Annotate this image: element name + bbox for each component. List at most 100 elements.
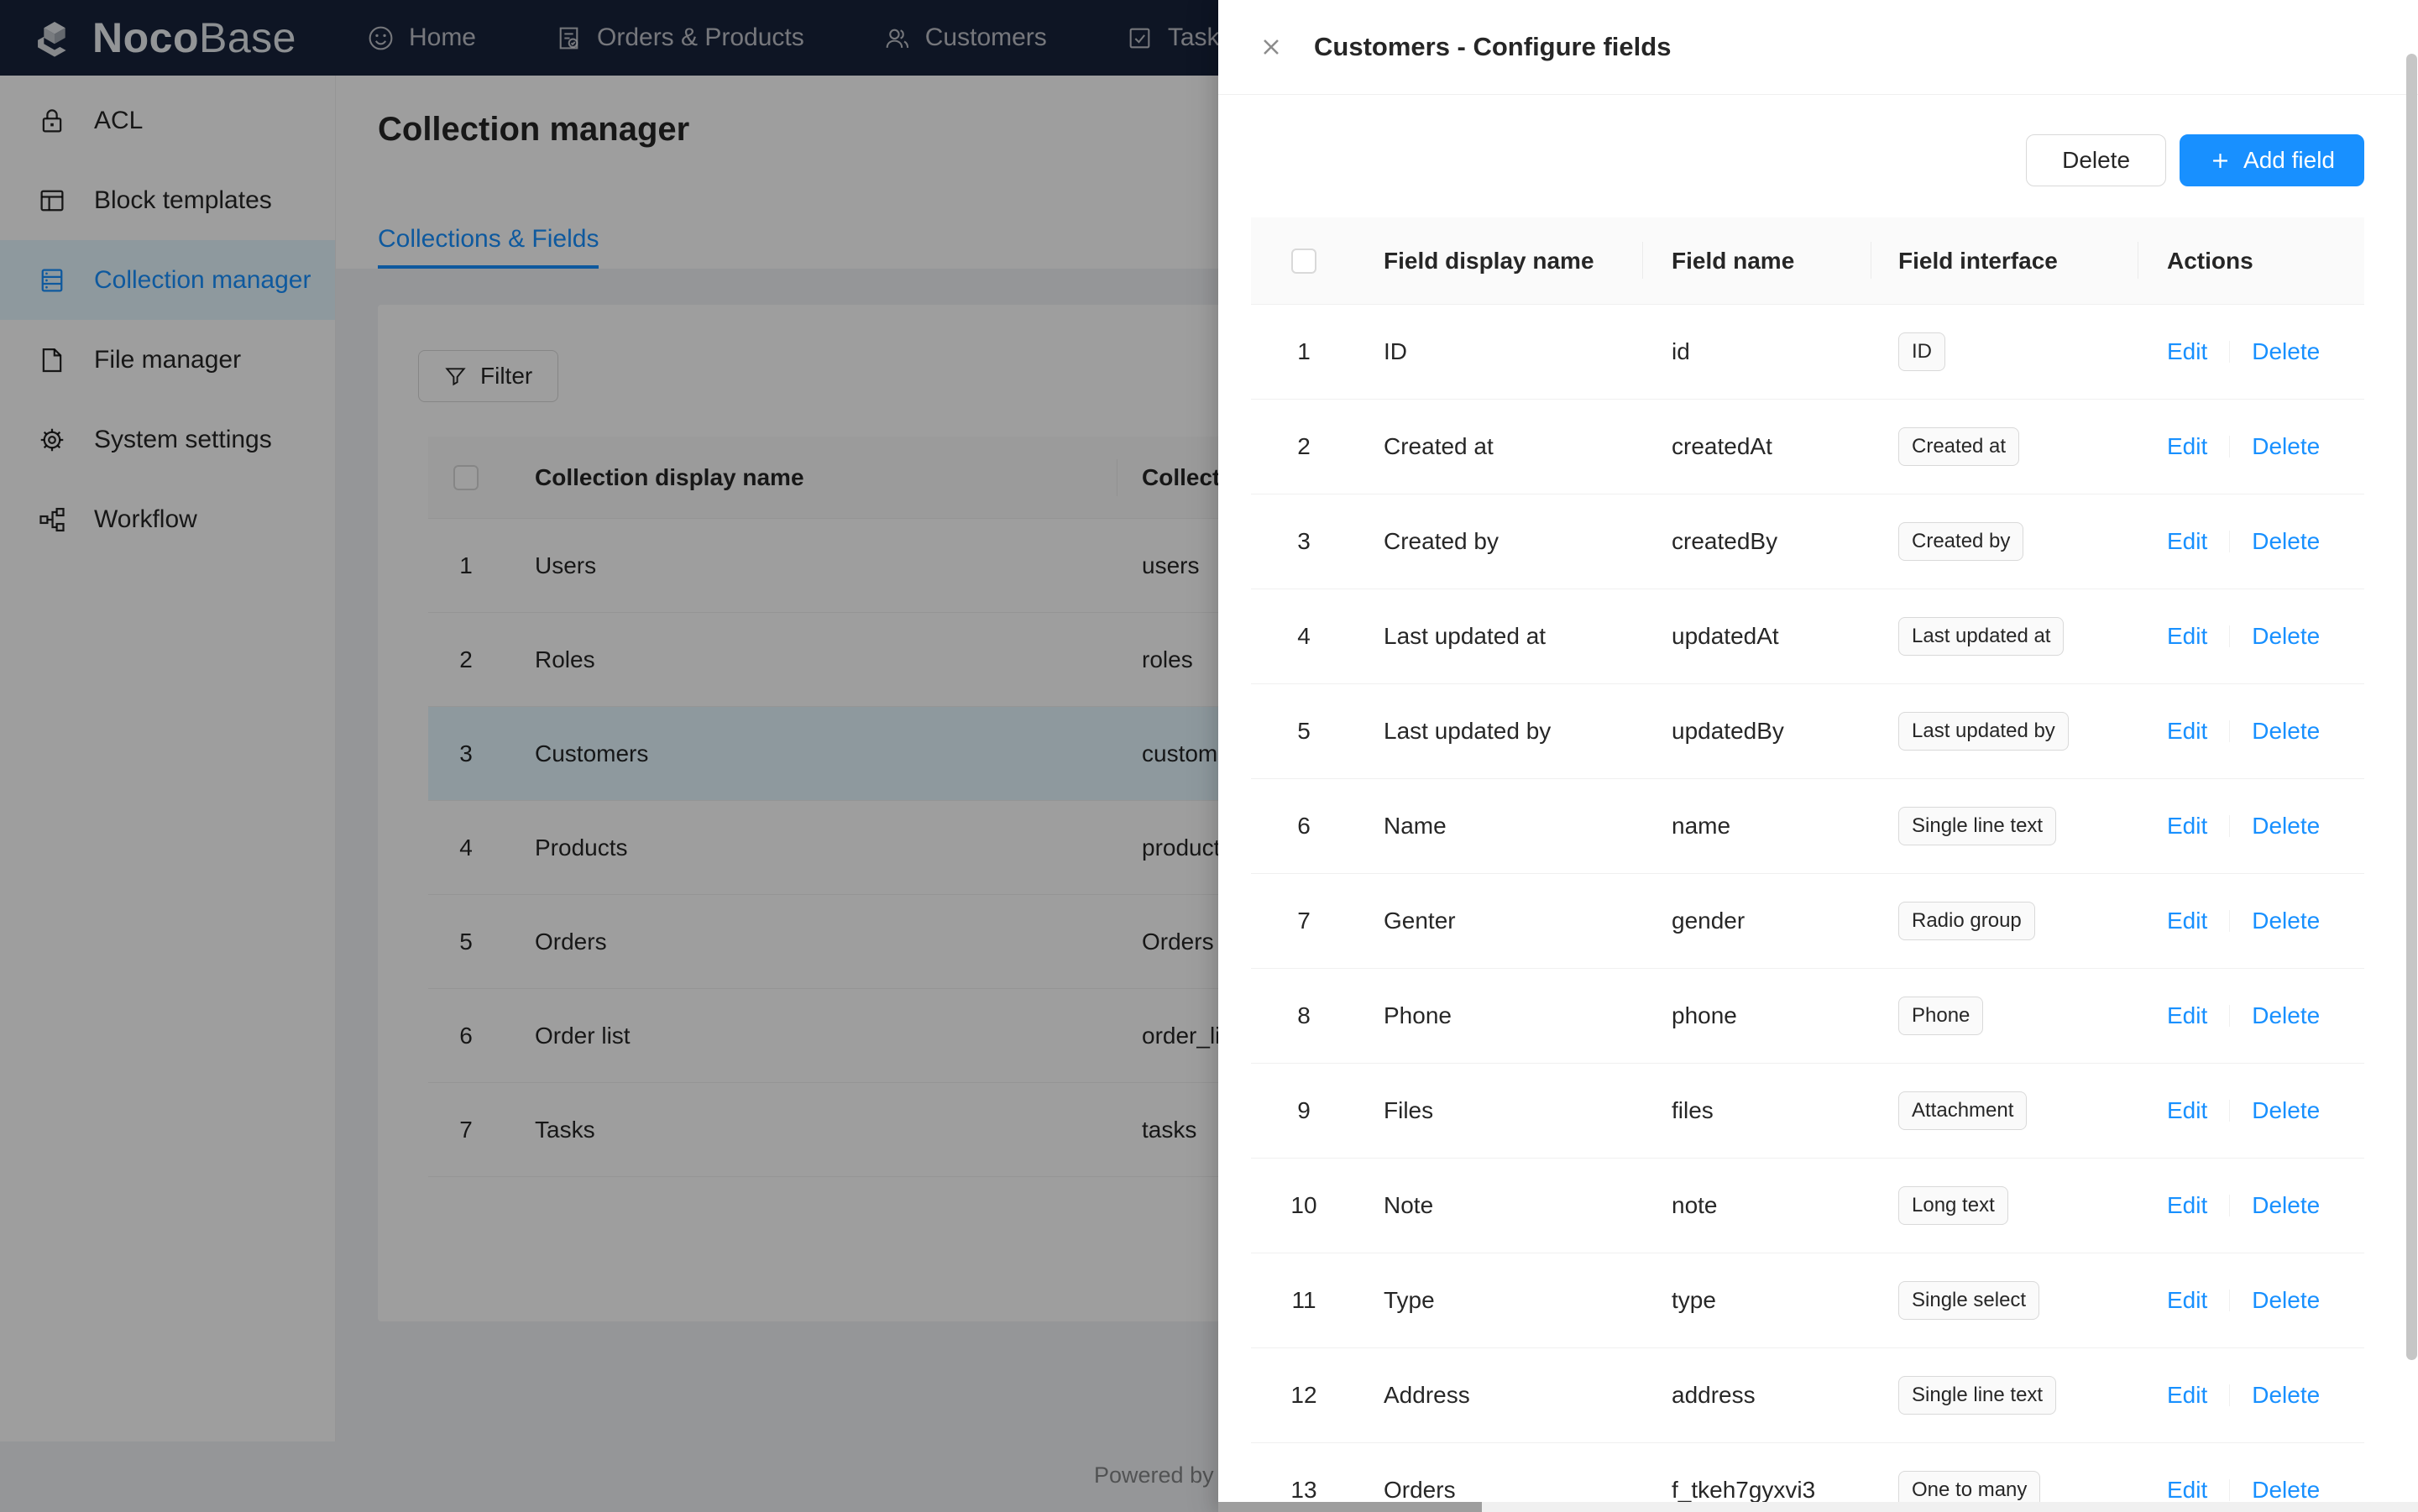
fields-table-header: Field display name Field name Field inte…	[1251, 217, 2364, 305]
delete-button[interactable]: Delete	[2026, 134, 2167, 186]
sidebar-item[interactable]: ACL	[0, 81, 335, 160]
field-name: id	[1672, 338, 1690, 364]
field-row[interactable]: 8 Phone phone Phone Edit Delete	[1251, 969, 2364, 1064]
field-row[interactable]: 2 Created at createdAt Created at Edit D…	[1251, 400, 2364, 494]
drawer-horizontal-scrollbar-thumb[interactable]	[1218, 1502, 1482, 1512]
edit-link[interactable]: Edit	[2167, 813, 2208, 839]
delete-link[interactable]: Delete	[2252, 338, 2321, 364]
drawer-vertical-scrollbar[interactable]	[2406, 54, 2417, 1360]
page-title: Collection manager	[378, 111, 690, 148]
sidebar-item[interactable]: Block templates	[0, 160, 335, 240]
action-divider	[2229, 625, 2231, 647]
field-name: name	[1672, 813, 1731, 839]
field-interface-tag: Single select	[1898, 1281, 2040, 1320]
delete-link[interactable]: Delete	[2252, 623, 2321, 649]
drawer-horizontal-scrollbar-track[interactable]	[1218, 1502, 2418, 1512]
nav-item-label: Customers	[924, 24, 1047, 51]
collection-icon	[37, 265, 67, 296]
field-row[interactable]: 11 Type type Single select Edit Delete	[1251, 1253, 2364, 1348]
column-header-field-display-name[interactable]: Field display name	[1384, 247, 1594, 274]
field-display-name: Type	[1384, 1287, 1435, 1313]
field-row[interactable]: 10 Note note Long text Edit Delete	[1251, 1159, 2364, 1253]
collection-display-name: Users	[535, 552, 597, 578]
delete-link[interactable]: Delete	[2252, 1002, 2321, 1028]
select-all-checkbox[interactable]	[453, 464, 479, 490]
delete-link[interactable]: Delete	[2252, 1192, 2321, 1218]
delete-link[interactable]: Delete	[2252, 528, 2321, 554]
delete-link[interactable]: Delete	[2252, 813, 2321, 839]
delete-link[interactable]: Delete	[2252, 433, 2321, 459]
field-row[interactable]: 12 Address address Single line text Edit…	[1251, 1348, 2364, 1443]
field-row[interactable]: 1 ID id ID Edit Delete	[1251, 305, 2364, 400]
edit-link[interactable]: Edit	[2167, 1002, 2208, 1028]
field-name: createdBy	[1672, 528, 1778, 554]
edit-link[interactable]: Edit	[2167, 433, 2208, 459]
action-divider	[2229, 1195, 2231, 1216]
edit-link[interactable]: Edit	[2167, 528, 2208, 554]
nav-item-customers[interactable]: Customers	[883, 24, 1047, 52]
field-row[interactable]: 4 Last updated at updatedAt Last updated…	[1251, 589, 2364, 684]
sidebar-item-label: System settings	[94, 425, 272, 453]
edit-link[interactable]: Edit	[2167, 623, 2208, 649]
edit-link[interactable]: Edit	[2167, 1477, 2208, 1503]
collection-display-name: Roles	[535, 646, 595, 672]
edit-link[interactable]: Edit	[2167, 338, 2208, 364]
delete-link[interactable]: Delete	[2252, 908, 2321, 934]
edit-link[interactable]: Edit	[2167, 1192, 2208, 1218]
row-index: 2	[459, 646, 473, 672]
action-divider	[2229, 815, 2231, 837]
field-display-name: Address	[1384, 1382, 1470, 1408]
field-interface-tag: Phone	[1898, 997, 1984, 1035]
delete-link[interactable]: Delete	[2252, 1477, 2321, 1503]
sidebar-item[interactable]: Collection manager	[0, 240, 335, 320]
field-row[interactable]: 13 Orders f_tkeh7gyxvi3 One to many Edit…	[1251, 1443, 2364, 1512]
edit-link[interactable]: Edit	[2167, 908, 2208, 934]
edit-link[interactable]: Edit	[2167, 1382, 2208, 1408]
field-interface-tag: Radio group	[1898, 902, 2035, 940]
column-header-field-interface[interactable]: Field interface	[1898, 247, 2058, 274]
settings-sidebar: ACL Block templates Collection manager F…	[0, 76, 336, 1441]
edit-link[interactable]: Edit	[2167, 718, 2208, 744]
sidebar-item[interactable]: File manager	[0, 320, 335, 400]
tasks-check-icon	[1126, 24, 1154, 52]
field-row[interactable]: 5 Last updated by updatedBy Last updated…	[1251, 684, 2364, 779]
collection-name: Orders	[1142, 928, 1214, 955]
nav-item-orders-products[interactable]: Orders & Products	[555, 24, 804, 52]
filter-button[interactable]: Filter	[418, 350, 559, 402]
action-divider	[2229, 1479, 2231, 1501]
sidebar-item[interactable]: System settings	[0, 400, 335, 479]
sidebar-item[interactable]: Workflow	[0, 479, 335, 559]
field-name: note	[1672, 1192, 1718, 1218]
delete-link[interactable]: Delete	[2252, 1287, 2321, 1313]
column-divider	[1642, 242, 1643, 279]
close-icon[interactable]	[1257, 33, 1285, 61]
top-nav: Home Orders & Products	[367, 24, 1311, 52]
field-row[interactable]: 6 Name name Single line text Edit Delete	[1251, 779, 2364, 874]
nav-item-home[interactable]: Home	[367, 24, 476, 52]
layout-icon	[37, 186, 67, 216]
delete-link[interactable]: Delete	[2252, 718, 2321, 744]
add-field-button[interactable]: Add field	[2180, 134, 2364, 186]
edit-link[interactable]: Edit	[2167, 1287, 2208, 1313]
field-row[interactable]: 9 Files files Attachment Edit Delete	[1251, 1064, 2364, 1159]
field-display-name: Orders	[1384, 1477, 1456, 1503]
nav-item-label: Home	[408, 24, 476, 51]
sidebar-item-label: Workflow	[94, 505, 197, 533]
brand-light: Base	[199, 14, 296, 61]
tab-collections-and-fields[interactable]: Collections & Fields	[378, 225, 599, 269]
column-header-collection-display-name[interactable]: Collection display name	[535, 463, 804, 490]
drawer-toolbar: Delete Add field	[2026, 134, 2364, 186]
delete-link[interactable]: Delete	[2252, 1382, 2321, 1408]
field-row[interactable]: 7 Genter gender Radio group Edit Delete	[1251, 874, 2364, 969]
select-all-checkbox[interactable]	[1291, 248, 1316, 274]
action-divider	[2229, 910, 2231, 932]
column-header-actions: Actions	[2167, 247, 2253, 274]
column-header-field-name[interactable]: Field name	[1672, 247, 1795, 274]
brand-bold: Noco	[92, 14, 199, 61]
edit-link[interactable]: Edit	[2167, 1097, 2208, 1123]
delete-link[interactable]: Delete	[2252, 1097, 2321, 1123]
sidebar-item-label: Block templates	[94, 186, 272, 214]
field-row[interactable]: 3 Created by createdBy Created by Edit D…	[1251, 494, 2364, 589]
nocobase-logo[interactable]: NocoBase	[30, 13, 296, 62]
field-name: address	[1672, 1382, 1756, 1408]
